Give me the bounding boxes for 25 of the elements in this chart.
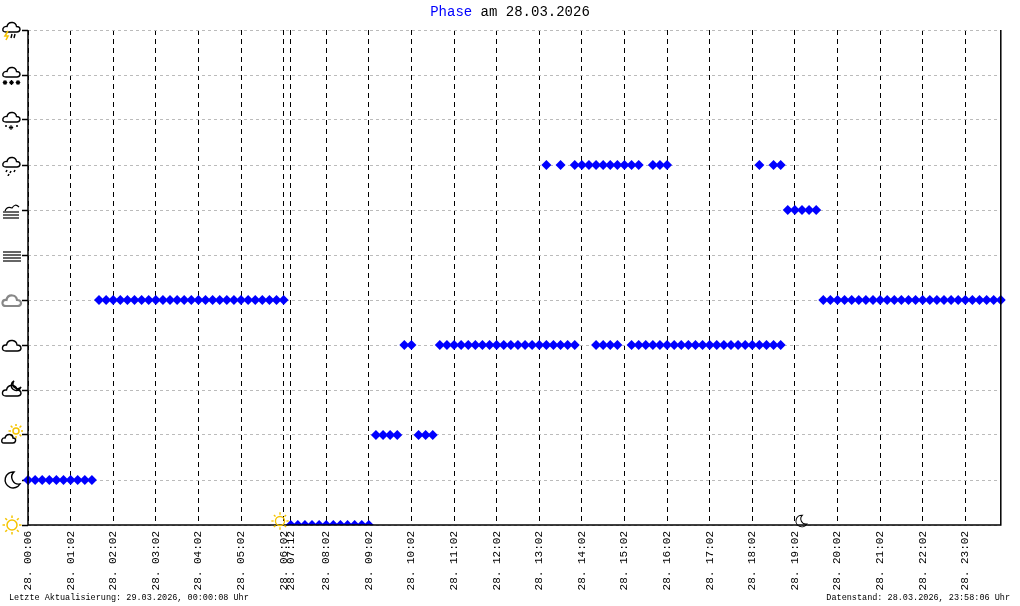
x-tick-label: 28. 17:02 — [703, 531, 716, 591]
x-tick-label: 28. 03:02 — [149, 531, 162, 591]
x-tick-label: 28. 12:02 — [490, 531, 503, 591]
x-tick-label: 28. 05:02 — [234, 531, 247, 591]
x-tick-label: 28. 15:02 — [618, 531, 631, 591]
text: Letzte Aktualisierung: 29.03.2026, 00:00:08 Uhr — [9, 593, 249, 603]
x-tick-label: 28. 19:02 — [788, 531, 801, 591]
x-tick-label: 28. 14:02 — [575, 531, 588, 591]
x-tick-label: 28. 01:02 — [64, 531, 77, 591]
x-tick-label: 28. 00:06 — [21, 531, 34, 591]
x-tick-label: 28. 20:02 — [831, 531, 844, 591]
x-tick-label: 28. 21:02 — [873, 531, 886, 591]
x-tick-label: 28. 08:02 — [320, 531, 333, 591]
x-tick-label: 28. 23:02 — [959, 531, 972, 591]
x-tick-label: 28. 18:02 — [746, 531, 759, 591]
x-tick-label: 28. 04:02 — [192, 531, 205, 591]
x-tick-label: 28. 02:02 — [107, 531, 120, 591]
chart-title: Phase am 28.03.2026 — [430, 4, 590, 20]
x-tick-label: 28. 16:02 — [660, 531, 673, 591]
x-tick-label: 28. 22:02 — [916, 531, 929, 591]
x-tick-label: 28. 13:02 — [533, 531, 546, 591]
text: Datenstand: 28.03.2026, 23:58:06 Uhr — [826, 593, 1010, 603]
x-tick-label: 28. 09:02 — [362, 531, 375, 591]
x-tick-label: 28. 11:02 — [447, 531, 460, 591]
x-tick-label: 28. 10:02 — [405, 531, 418, 591]
